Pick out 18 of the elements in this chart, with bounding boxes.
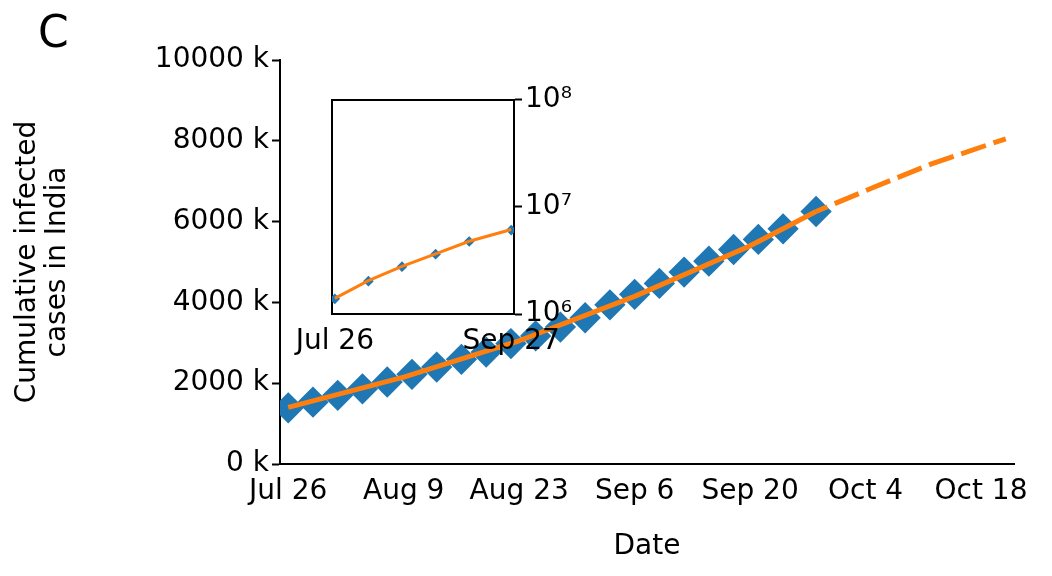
y-tick-label: 8000 k [172, 122, 270, 156]
y-tick-label: 10⁶ [525, 295, 572, 329]
chart-title: C [38, 6, 69, 58]
y-tick-label: 10000 k [154, 41, 270, 75]
x-tick-label: Sep 6 [594, 473, 675, 507]
y-tick-label: 10⁸ [525, 81, 572, 115]
x-tick-label: Aug 9 [363, 473, 445, 507]
y-axis-title: Cumulative infected cases in India [8, 120, 73, 404]
x-axis-title: Date [613, 528, 681, 562]
x-tick-label: Oct 18 [934, 473, 1028, 507]
y-tick-label: 4000 k [172, 283, 270, 317]
x-tick-label: Aug 23 [469, 473, 569, 507]
y-tick-label: 10⁷ [525, 188, 572, 222]
x-tick-label: Sep 20 [701, 473, 799, 507]
y-tick-label: 6000 k [172, 202, 270, 236]
x-tick-label: Jul 26 [293, 323, 374, 357]
x-tick-label: Oct 4 [827, 473, 904, 507]
y-tick-label: 2000 k [172, 364, 270, 398]
